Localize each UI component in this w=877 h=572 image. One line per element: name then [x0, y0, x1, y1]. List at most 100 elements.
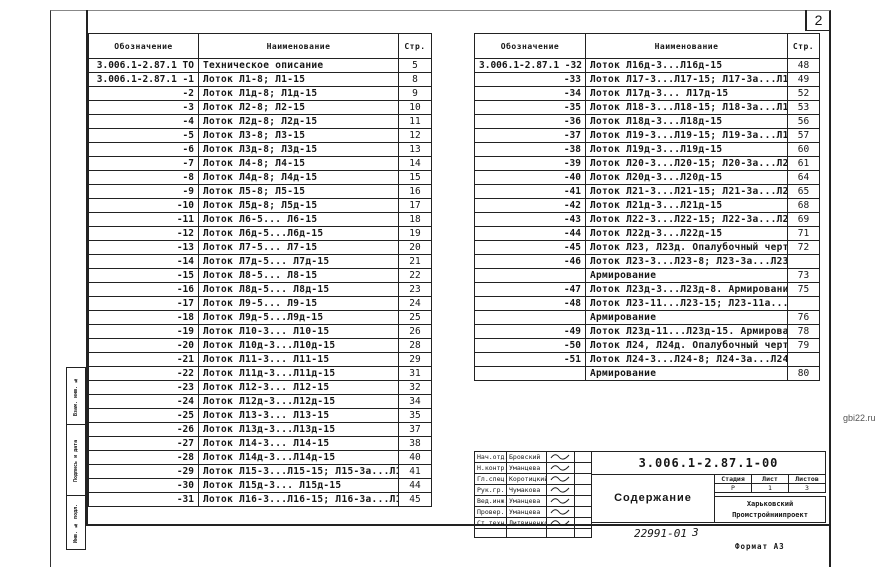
table-row: -6 Лоток Л3д-8; Л3д-15 13: [88, 142, 432, 157]
contents-table-left: Обозначение Наименование Стр. 3.006.1-2.…: [88, 33, 432, 507]
signature-row-empty: [474, 528, 592, 538]
row-page: 64: [787, 170, 820, 185]
row-page: 16: [398, 184, 432, 199]
row-page: 11: [398, 114, 432, 129]
header-name: Наименование: [585, 33, 788, 59]
row-name: Лоток Л3-8; Л3-15: [198, 128, 399, 143]
table-row: -45 Лоток Л23, Л23д. Опалубочный чертеж 72: [474, 240, 820, 255]
row-name: Лоток Л9д-5...Л9д-15: [198, 310, 399, 325]
organization: Харьковский Промстройниипроект: [714, 496, 826, 523]
row-designation: -24: [88, 394, 199, 409]
row-designation: 3.006.1-2.87.1 ТО: [88, 58, 199, 73]
table-row: -40 Лоток Л20д-3...Л20д-15 64: [474, 170, 820, 185]
watermark: gbi22.ru: [843, 413, 876, 423]
sheet-number: 2: [805, 10, 830, 31]
row-name: Лоток Л2д-8; Л2д-15: [198, 114, 399, 129]
row-designation: -30: [88, 478, 199, 493]
handwritten-signature: [546, 473, 575, 485]
row-name: Лоток Л17д-3... Л17д-15: [585, 86, 788, 101]
row-name: Лоток Л5д-8; Л5д-15: [198, 198, 399, 213]
header-page: Стр.: [398, 33, 432, 59]
table-row: -25 Лоток Л13-3... Л13-15 35: [88, 408, 432, 423]
row-designation: -7: [88, 156, 199, 171]
row-page: 45: [398, 492, 432, 507]
handwritten-signature: [546, 484, 575, 496]
signature-row: Гл.спец. Коротицкий: [474, 473, 592, 485]
row-page: 61: [787, 156, 820, 171]
signature-role: Вед.инж.: [474, 495, 507, 507]
inv-no-label: Инв. № подл.: [66, 495, 86, 550]
row-designation: -8: [88, 170, 199, 185]
table-row: -42 Лоток Л21д-3...Л21д-15 68: [474, 198, 820, 213]
row-designation: -43: [474, 212, 586, 227]
row-page: 48: [787, 58, 820, 73]
row-page: 44: [398, 478, 432, 493]
header-designation: Обозначение: [88, 33, 199, 59]
row-page: 8: [398, 72, 432, 87]
row-designation: -48: [474, 296, 586, 311]
row-name: Лоток Л7д-5... Л7д-15: [198, 254, 399, 269]
signature-name: Коротицкий: [506, 473, 547, 485]
archive-page: 3: [692, 526, 699, 539]
row-name: Лоток Л24-3...Л24-8; Л24-3а...Л24-8а.: [585, 352, 788, 367]
organization-line1: Харьковский: [746, 500, 794, 508]
row-name: Лоток Л20-3...Л20-15; Л20-3а...Л20-15а: [585, 156, 788, 171]
row-designation: -41: [474, 184, 586, 199]
row-name: Армирование: [585, 366, 788, 381]
row-page: 35: [398, 408, 432, 423]
row-designation: -47: [474, 282, 586, 297]
sheet-value: 1: [751, 483, 789, 493]
signature-name: Уманцева: [506, 495, 547, 507]
row-page: 26: [398, 324, 432, 339]
document-title: Содержание: [591, 474, 715, 523]
row-name: Лоток Л12-3... Л12-15: [198, 380, 399, 395]
row-designation: -27: [88, 436, 199, 451]
row-page: 31: [398, 366, 432, 381]
row-name: Лоток Л15-3...Л15-15; Л15-3а...Л15-15а: [198, 464, 399, 479]
table-row: -15 Лоток Л8-5... Л8-15 22: [88, 268, 432, 283]
row-page: 69: [787, 212, 820, 227]
stage-value: Р: [714, 483, 752, 493]
signature-role: Рук.гр.: [474, 484, 507, 496]
table-row: -8 Лоток Л4д-8; Л4д-15 15: [88, 170, 432, 185]
row-name: Лоток Л4д-8; Л4д-15: [198, 170, 399, 185]
row-page: 19: [398, 226, 432, 241]
row-designation: -44: [474, 226, 586, 241]
handwritten-signature: [546, 462, 575, 474]
row-page: 38: [398, 436, 432, 451]
signature-role: Н.контр.: [474, 462, 507, 474]
row-page: 40: [398, 450, 432, 465]
empty-cell: [506, 528, 547, 538]
row-name: Лоток Л23-3...Л23-8; Л23-3а...Л23-8а.: [585, 254, 788, 269]
row-name: Лоток Л21д-3...Л21д-15: [585, 198, 788, 213]
row-name: Лоток Л19д-3...Л19д-15: [585, 142, 788, 157]
row-page: 57: [787, 128, 820, 143]
row-page: 56: [787, 114, 820, 129]
row-page: 12: [398, 128, 432, 143]
row-name: Лоток Л18-3...Л18-15; Л18-3а...Л18-15а: [585, 100, 788, 115]
signature-name: Чумакова: [506, 484, 547, 496]
row-page: [787, 254, 820, 269]
row-designation: -2: [88, 86, 199, 101]
signature-row: Рук.гр. Чумакова: [474, 484, 592, 496]
row-name: Лоток Л23, Л23д. Опалубочный чертеж: [585, 240, 788, 255]
row-page: 68: [787, 198, 820, 213]
replaces-inv-label: Взам. инв. №: [66, 367, 86, 425]
row-name: Лоток Л12д-3...Л12д-15: [198, 394, 399, 409]
row-name: Лоток Л13-3... Л13-15: [198, 408, 399, 423]
table-row: -23 Лоток Л12-3... Л12-15 32: [88, 380, 432, 395]
table-row: -36 Лоток Л18д-3...Л18д-15 56: [474, 114, 820, 129]
table-row: 3.006.1-2.87.1 -1 Лоток Л1-8; Л1-15 8: [88, 72, 432, 87]
signature-row: Ст.техн. Литвиненко: [474, 517, 592, 529]
table-row: Армирование 80: [474, 366, 820, 381]
empty-cell: [574, 528, 592, 538]
row-name: Лоток Л10д-3...Л10д-15: [198, 338, 399, 353]
row-designation: -22: [88, 366, 199, 381]
row-designation: -5: [88, 128, 199, 143]
row-designation: -28: [88, 450, 199, 465]
row-designation: -40: [474, 170, 586, 185]
table-row: -3 Лоток Л2-8; Л2-15 10: [88, 100, 432, 115]
row-page: 9: [398, 86, 432, 101]
